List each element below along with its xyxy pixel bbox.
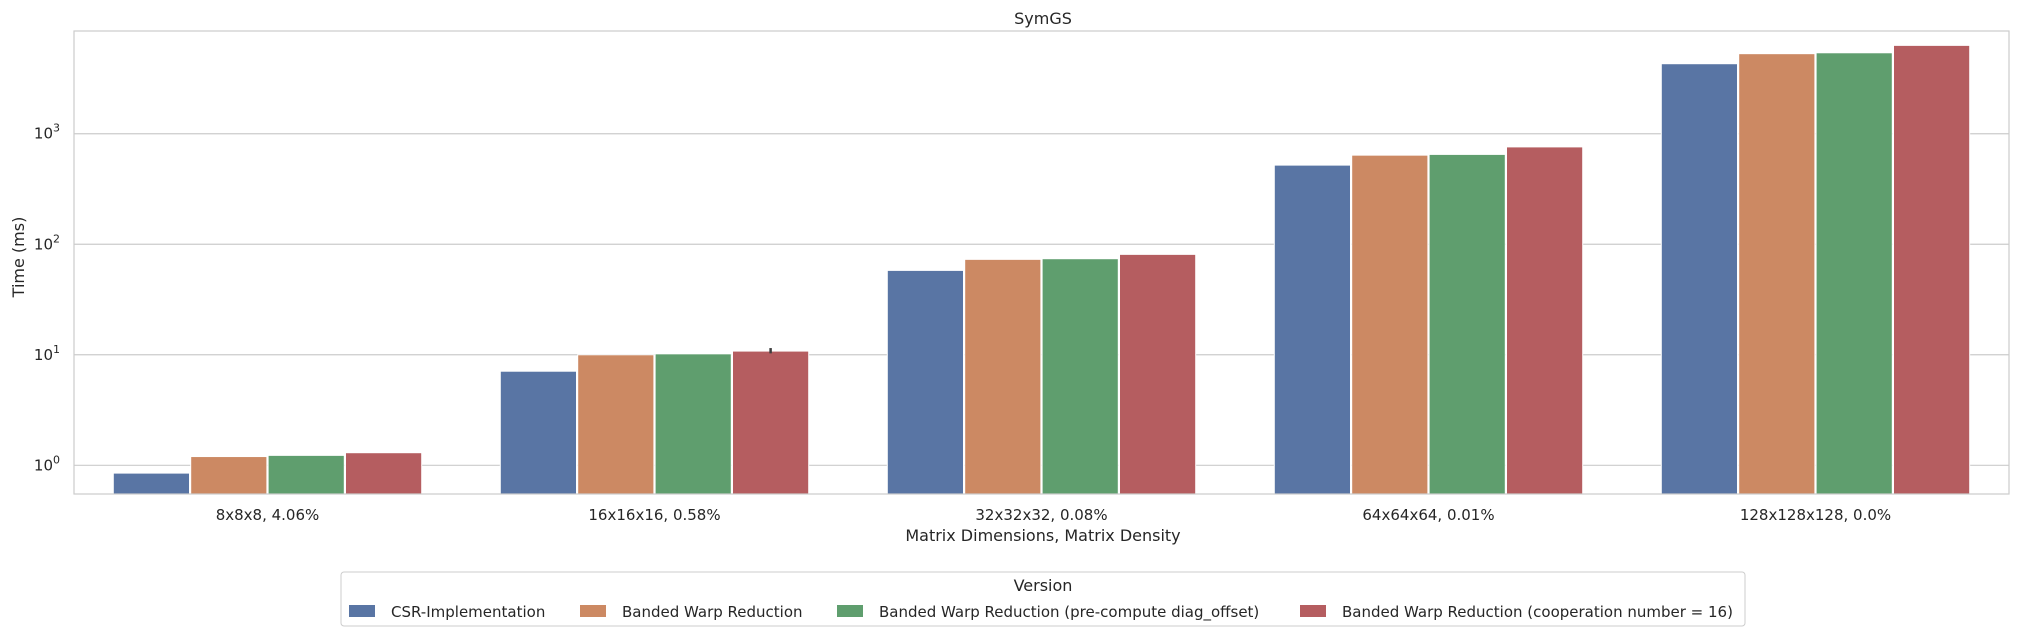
bar [654,353,732,495]
bar [1815,52,1893,495]
x-tick-label: 32x32x32, 0.08% [975,506,1107,524]
x-tick-labels: 8x8x8, 4.06% 16x16x16, 0.58% 32x32x32, 0.0… [216,506,1891,524]
legend-label: Banded Warp Reduction [622,603,803,621]
bar [1738,53,1816,495]
bar [964,258,1042,495]
bar [1893,44,1971,495]
y-axis-label: Time (ms) [9,217,28,299]
bar [499,370,577,495]
x-tick-label: 8x8x8, 4.06% [216,506,320,524]
bar [577,354,655,495]
legend-label: CSR-Implementation [391,603,545,621]
bar [345,452,423,495]
bar [1273,164,1352,495]
legend: Version CSR-Implementation Banded Warp Re… [340,571,1746,627]
y-tick-label: 101 [34,343,60,364]
bar [1506,146,1584,495]
x-tick-label: 128x128x128, 0.0% [1740,506,1891,524]
bar [112,472,190,495]
y-tick-label: 103 [34,122,60,143]
legend-label: Banded Warp Reduction (pre-compute diag_… [879,603,1259,622]
legend-swatch [349,605,375,617]
legend-items: CSR-Implementation Banded Warp Reduction B… [349,603,1733,622]
plot-frame [73,30,2010,495]
y-tick-label: 100 [34,453,60,474]
legend-swatch [580,605,606,617]
bar [267,454,345,495]
bars [112,44,1971,495]
legend-title: Version [1014,576,1073,595]
bar [886,269,964,495]
x-axis-label: Matrix Dimensions, Matrix Density [905,526,1180,545]
bar [732,350,810,495]
x-tick-label: 64x64x64, 0.01% [1362,506,1494,524]
bar [1041,258,1119,495]
bar [1428,153,1506,495]
legend-swatch [1300,605,1326,617]
legend-swatch [837,605,863,617]
bar [1351,154,1429,495]
y-tick-labels: 100 101 102 103 [34,122,60,475]
bar [1660,63,1739,495]
legend-label: Banded Warp Reduction (cooperation numbe… [1342,603,1733,621]
y-tick-label: 102 [34,232,60,253]
x-tick-label: 16x16x16, 0.58% [588,506,720,524]
legend-box [340,571,1746,627]
bar [1119,253,1197,495]
chart-title: SymGS [1014,9,1072,28]
bar [190,456,268,495]
